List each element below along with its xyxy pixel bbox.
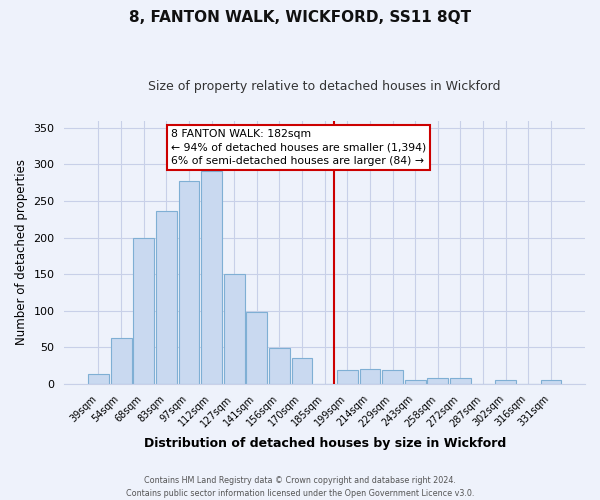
Text: 8, FANTON WALK, WICKFORD, SS11 8QT: 8, FANTON WALK, WICKFORD, SS11 8QT (129, 10, 471, 25)
Bar (541, 380, 562, 384)
Bar (450, 378, 471, 384)
X-axis label: Distribution of detached houses by size in Wickford: Distribution of detached houses by size … (143, 437, 506, 450)
Bar (133, 238, 154, 384)
Bar (382, 370, 403, 384)
Bar (405, 380, 425, 384)
Bar (247, 312, 267, 384)
Bar (88, 374, 109, 384)
Title: Size of property relative to detached houses in Wickford: Size of property relative to detached ho… (148, 80, 501, 93)
Bar (427, 378, 448, 384)
Bar (110, 338, 131, 384)
Text: Contains HM Land Registry data © Crown copyright and database right 2024.
Contai: Contains HM Land Registry data © Crown c… (126, 476, 474, 498)
Bar (156, 210, 177, 384)
Y-axis label: Number of detached properties: Number of detached properties (15, 159, 28, 345)
Bar (337, 370, 358, 384)
Bar (269, 348, 290, 384)
Bar (292, 358, 313, 384)
Bar (495, 380, 516, 384)
Bar (224, 274, 245, 384)
Bar (179, 180, 199, 384)
Bar (359, 370, 380, 384)
Bar (201, 171, 222, 384)
Text: 8 FANTON WALK: 182sqm
← 94% of detached houses are smaller (1,394)
6% of semi-de: 8 FANTON WALK: 182sqm ← 94% of detached … (171, 130, 426, 166)
